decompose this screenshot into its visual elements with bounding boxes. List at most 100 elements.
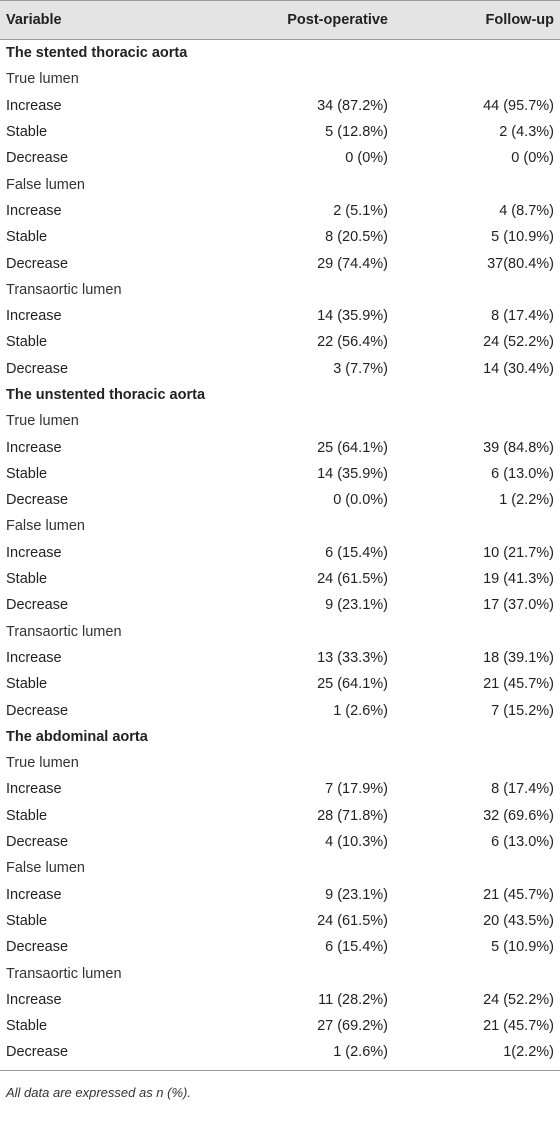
- follow-up-value: 18 (39.1%): [483, 649, 554, 666]
- post-operative-value: 6 (15.4%): [325, 939, 388, 956]
- post-operative-value: 8 (20.5%): [325, 229, 388, 246]
- post-operative-value: 28 (71.8%): [317, 807, 388, 824]
- section-row: The stented thoracic aorta: [0, 40, 560, 66]
- follow-up-value: 0 (0%): [511, 150, 554, 167]
- follow-up-value: 24 (52.2%): [483, 334, 554, 351]
- table-row: Decrease 0 (0.0%) 1 (2.2%): [0, 487, 560, 513]
- table-row: Decrease 0 (0%) 0 (0%): [0, 145, 560, 171]
- table-header: Variable Post-operative Follow-up: [0, 0, 560, 40]
- row-label: Increase: [6, 886, 62, 903]
- subgroup-label: Transaortic lumen: [6, 623, 122, 640]
- row-label: Stable: [6, 807, 48, 824]
- subgroup-label: Transaortic lumen: [6, 965, 122, 982]
- subgroup-row: False lumen: [0, 171, 560, 197]
- table-row: Stable 14 (35.9%) 6 (13.0%): [0, 461, 560, 487]
- table-row: Increase 14 (35.9%) 8 (17.4%): [0, 303, 560, 329]
- post-operative-value: 13 (33.3%): [317, 649, 388, 666]
- row-label: Decrease: [6, 702, 69, 719]
- row-label: Decrease: [6, 150, 69, 167]
- follow-up-value: 5 (10.9%): [491, 939, 554, 956]
- subgroup-label: False lumen: [6, 860, 85, 877]
- table-row: Stable 27 (69.2%) 21 (45.7%): [0, 1013, 560, 1039]
- header-post-operative: Post-operative: [287, 12, 388, 28]
- post-operative-value: 24 (61.5%): [317, 912, 388, 929]
- subgroup-row: Transaortic lumen: [0, 277, 560, 303]
- follow-up-value: 14 (30.4%): [483, 360, 554, 377]
- post-operative-value: 0 (0%): [345, 150, 388, 167]
- row-label: Decrease: [6, 492, 69, 509]
- table-row: Increase 13 (33.3%) 18 (39.1%): [0, 645, 560, 671]
- subgroup-row: Transaortic lumen: [0, 619, 560, 645]
- follow-up-value: 21 (45.7%): [483, 1018, 554, 1035]
- post-operative-value: 6 (15.4%): [325, 544, 388, 561]
- post-operative-value: 25 (64.1%): [317, 676, 388, 693]
- subgroup-row: True lumen: [0, 66, 560, 92]
- subgroup-label: True lumen: [6, 413, 79, 430]
- row-label: Increase: [6, 649, 62, 666]
- post-operative-value: 9 (23.1%): [325, 597, 388, 614]
- follow-up-value: 37(80.4%): [487, 255, 554, 272]
- post-operative-value: 11 (28.2%): [318, 991, 388, 1008]
- follow-up-value: 8 (17.4%): [491, 308, 554, 325]
- post-operative-value: 29 (74.4%): [317, 255, 388, 272]
- follow-up-value: 6 (13.0%): [491, 834, 554, 851]
- table-row: Increase 34 (87.2%) 44 (95.7%): [0, 93, 560, 119]
- follow-up-value: 39 (84.8%): [483, 439, 554, 456]
- post-operative-value: 14 (35.9%): [317, 465, 388, 482]
- row-label: Increase: [6, 781, 62, 798]
- table-row: Decrease 9 (23.1%) 17 (37.0%): [0, 592, 560, 618]
- follow-up-value: 7 (15.2%): [491, 702, 554, 719]
- post-operative-value: 4 (10.3%): [325, 834, 388, 851]
- row-label: Increase: [6, 439, 62, 456]
- table-row: Decrease 1 (2.6%) 7 (15.2%): [0, 697, 560, 723]
- subgroup-row: False lumen: [0, 513, 560, 539]
- table-row: Decrease 3 (7.7%) 14 (30.4%): [0, 356, 560, 382]
- table-row: Increase 25 (64.1%) 39 (84.8%): [0, 434, 560, 460]
- section-row: The unstented thoracic aorta: [0, 382, 560, 408]
- post-operative-value: 5 (12.8%): [325, 124, 388, 141]
- subgroup-row: True lumen: [0, 408, 560, 434]
- subgroup-label: Transaortic lumen: [6, 281, 122, 298]
- subgroup-label: True lumen: [6, 755, 79, 772]
- follow-up-value: 44 (95.7%): [483, 97, 554, 114]
- follow-up-value: 21 (45.7%): [483, 676, 554, 693]
- row-label: Stable: [6, 676, 48, 693]
- table-row: Stable 28 (71.8%) 32 (69.6%): [0, 803, 560, 829]
- follow-up-value: 20 (43.5%): [483, 912, 554, 929]
- follow-up-value: 5 (10.9%): [491, 229, 554, 246]
- table-row: Increase 9 (23.1%) 21 (45.7%): [0, 882, 560, 908]
- table-row: Decrease 4 (10.3%) 6 (13.0%): [0, 829, 560, 855]
- table-row: Increase 11 (28.2%) 24 (52.2%): [0, 987, 560, 1013]
- row-label: Stable: [6, 571, 48, 588]
- subgroup-label: False lumen: [6, 518, 85, 535]
- row-label: Decrease: [6, 939, 69, 956]
- post-operative-value: 1 (2.6%): [333, 1044, 388, 1061]
- row-label: Stable: [6, 1018, 48, 1035]
- row-label: Stable: [6, 912, 48, 929]
- subgroup-row: Transaortic lumen: [0, 960, 560, 986]
- table-row: Increase 7 (17.9%) 8 (17.4%): [0, 776, 560, 802]
- table-row: Increase 6 (15.4%) 10 (21.7%): [0, 540, 560, 566]
- follow-up-value: 2 (4.3%): [499, 124, 554, 141]
- row-label: Stable: [6, 229, 48, 246]
- post-operative-value: 25 (64.1%): [317, 439, 388, 456]
- table-footnote: All data are expressed as n (%).: [6, 1084, 191, 1100]
- follow-up-value: 10 (21.7%): [483, 544, 554, 561]
- row-label: Increase: [6, 202, 62, 219]
- section-row: The abdominal aorta: [0, 724, 560, 750]
- table-body: The stented thoracic aorta True lumen Incr…: [0, 40, 560, 1066]
- follow-up-value: 8 (17.4%): [491, 781, 554, 798]
- row-label: Increase: [6, 308, 62, 325]
- subgroup-label: False lumen: [6, 176, 85, 193]
- follow-up-value: 21 (45.7%): [483, 886, 554, 903]
- row-label: Decrease: [6, 255, 69, 272]
- post-operative-value: 22 (56.4%): [317, 334, 388, 351]
- row-label: Increase: [6, 97, 62, 114]
- section-title: The unstented thoracic aorta: [6, 387, 206, 403]
- table-row: Stable 25 (64.1%) 21 (45.7%): [0, 671, 560, 697]
- header-follow-up: Follow-up: [485, 12, 554, 28]
- subgroup-row: True lumen: [0, 750, 560, 776]
- table-row: Stable 24 (61.5%) 19 (41.3%): [0, 566, 560, 592]
- row-label: Stable: [6, 124, 48, 141]
